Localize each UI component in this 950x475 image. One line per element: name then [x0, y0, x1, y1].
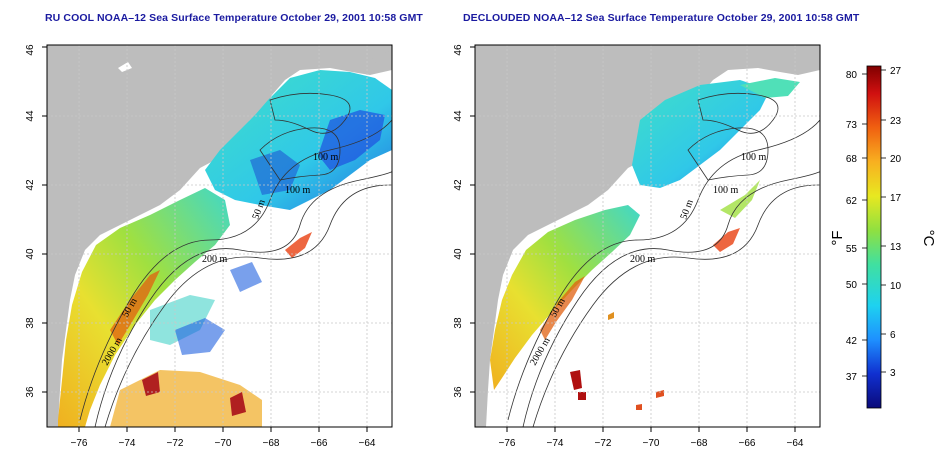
contour-label-100m-a: 100 m	[313, 152, 339, 163]
x-tick: −72	[167, 438, 184, 449]
colorbar-f-tick: 73	[846, 120, 858, 131]
x-tick: −70	[215, 438, 232, 449]
colorbar-f-tick: 80	[846, 70, 858, 81]
x-tick: −74	[119, 438, 136, 449]
y-tick: 38	[25, 317, 36, 329]
x-tick: −68	[263, 438, 280, 449]
colorbar-f-tick: 62	[846, 196, 858, 207]
colorbar-c-tick: 23	[890, 116, 902, 127]
contour-label-200m: 200 m	[630, 254, 656, 265]
x-tick: −74	[547, 438, 564, 449]
y-tick: 42	[453, 179, 464, 191]
colorbar-c-tick: 20	[890, 154, 902, 165]
x-tick: −64	[359, 438, 376, 449]
land-mass	[47, 45, 392, 427]
colorbar-c-tick: 27	[890, 66, 902, 77]
y-tick: 44	[25, 110, 36, 122]
sst-gulf-of-maine	[205, 70, 392, 210]
left-map-panel: 100 m 100 m 50 m 200 m 50 m 2000 m −76 −…	[25, 44, 393, 449]
temperature-colorbar: 80 73 68 62 55 50 42 37 27 23 20 17 13 1…	[829, 65, 937, 409]
colorbar-c-tick: 6	[890, 330, 896, 341]
colorbar-f-tick: 42	[846, 336, 858, 347]
left-panel-title: RU COOL NOAA–12 Sea Surface Temperature …	[45, 12, 423, 24]
x-tick: −70	[643, 438, 660, 449]
y-tick: 40	[453, 248, 464, 260]
fahrenheit-unit-label: °F	[829, 230, 846, 245]
y-tick: 36	[25, 386, 36, 398]
contour-label-100m-a: 100 m	[741, 152, 767, 163]
colorbar-f-tick: 37	[846, 372, 858, 383]
sst-gulf-of-maine	[632, 80, 770, 188]
contour-label-100m-b: 100 m	[285, 185, 311, 196]
x-tick: −76	[71, 438, 88, 449]
colorbar-c-tick: 10	[890, 281, 902, 292]
y-tick: 40	[25, 248, 36, 260]
contour-label-200m: 200 m	[202, 254, 228, 265]
right-panel-title: DECLOUDED NOAA–12 Sea Surface Temperatur…	[463, 12, 860, 24]
colorbar-f-tick: 55	[846, 244, 858, 255]
y-tick: 36	[453, 386, 464, 398]
colorbar-c-tick: 13	[890, 242, 902, 253]
y-tick: 38	[453, 317, 464, 329]
colorbar-c-tick: 17	[890, 193, 902, 204]
y-tick: 42	[25, 179, 36, 191]
contour-label-100m-b: 100 m	[713, 185, 739, 196]
colorbar-gradient	[866, 65, 882, 409]
right-map-panel: 100 m 100 m 50 m 200 m 50 m 2000 m −76 −…	[453, 44, 821, 449]
celsius-unit-label: °C	[920, 230, 937, 247]
y-tick: 46	[25, 44, 36, 56]
colorbar-f-tick: 50	[846, 280, 858, 291]
colorbar-f-tick: 68	[846, 154, 858, 165]
x-tick: −66	[311, 438, 328, 449]
land-mass	[475, 45, 820, 427]
y-tick: 44	[453, 110, 464, 122]
y-tick: 46	[453, 44, 464, 56]
sst-mid-atlantic-shelf	[58, 188, 230, 427]
x-tick: −66	[739, 438, 756, 449]
x-tick: −64	[787, 438, 804, 449]
x-tick: −72	[595, 438, 612, 449]
x-tick: −76	[499, 438, 516, 449]
x-tick: −68	[691, 438, 708, 449]
colorbar-c-tick: 3	[890, 368, 896, 379]
